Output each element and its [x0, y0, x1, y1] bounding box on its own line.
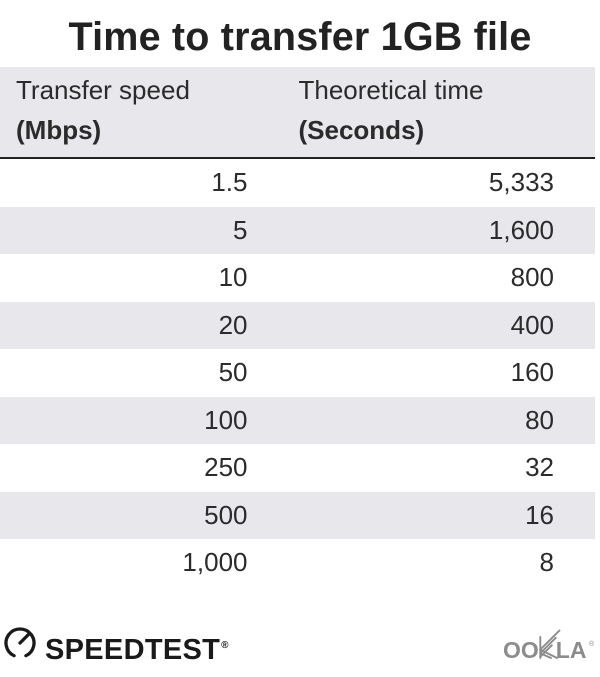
- svg-text:®: ®: [589, 640, 595, 648]
- svg-text:LA: LA: [556, 637, 587, 663]
- svg-text:OO: OO: [503, 637, 539, 663]
